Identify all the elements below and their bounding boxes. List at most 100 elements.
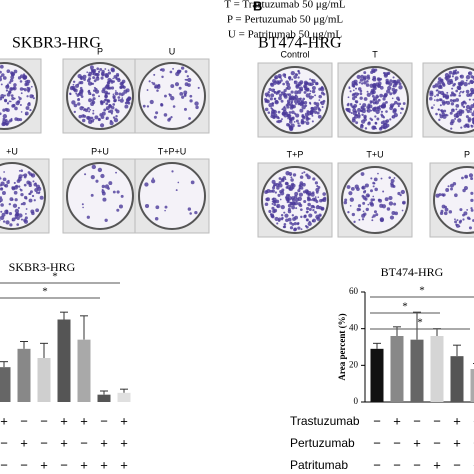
colony xyxy=(181,95,185,99)
colony xyxy=(189,99,193,103)
colony xyxy=(280,79,283,82)
colony xyxy=(75,83,79,88)
colony xyxy=(280,77,282,80)
colony xyxy=(460,109,465,114)
colony xyxy=(95,179,99,183)
colony xyxy=(370,202,375,207)
colony xyxy=(108,181,113,186)
colony xyxy=(278,181,282,185)
colony xyxy=(369,117,372,120)
colony xyxy=(297,70,300,73)
treatment-sign: + xyxy=(120,413,128,428)
colony xyxy=(287,117,289,120)
colony xyxy=(28,172,32,176)
colony xyxy=(315,82,319,86)
colony xyxy=(280,91,283,94)
colony xyxy=(14,208,20,214)
colony xyxy=(104,98,107,101)
colony xyxy=(265,197,269,202)
colony xyxy=(372,83,377,88)
colony xyxy=(359,78,364,82)
colony xyxy=(310,106,315,111)
colony xyxy=(358,208,362,211)
colony xyxy=(397,98,401,102)
colony xyxy=(91,93,95,97)
colony xyxy=(370,177,373,180)
colony xyxy=(348,87,351,90)
colony xyxy=(288,186,294,191)
colony xyxy=(441,193,444,197)
colony xyxy=(451,87,454,90)
colony xyxy=(290,70,295,76)
colony xyxy=(346,103,350,107)
colony xyxy=(270,112,275,116)
colony xyxy=(11,186,16,191)
colony xyxy=(364,127,368,130)
colony xyxy=(184,70,188,73)
colony xyxy=(385,110,388,113)
bar xyxy=(57,319,71,402)
colony xyxy=(285,186,289,189)
colony xyxy=(429,92,434,97)
colony xyxy=(101,191,106,196)
colony xyxy=(83,108,87,111)
colony xyxy=(97,118,101,121)
colony xyxy=(281,190,284,193)
colony xyxy=(117,96,121,99)
treatment-sign: − xyxy=(373,413,381,428)
colony xyxy=(268,209,272,214)
colony xyxy=(110,86,115,90)
treatment-sign: + xyxy=(453,435,461,450)
colony xyxy=(447,74,451,78)
colony xyxy=(402,102,406,105)
colony xyxy=(355,114,358,117)
colony xyxy=(267,111,271,114)
colony xyxy=(320,86,324,90)
colony xyxy=(308,213,313,218)
colony xyxy=(442,95,446,99)
colony xyxy=(97,167,103,173)
treatment-sign: − xyxy=(0,435,8,450)
colony xyxy=(7,83,9,86)
colony xyxy=(23,218,27,223)
colony xyxy=(289,226,294,230)
colony xyxy=(452,71,457,75)
colony xyxy=(282,106,287,112)
treatment-sign: − xyxy=(40,413,48,428)
colony xyxy=(98,95,101,98)
well-label: P+U xyxy=(91,146,109,156)
colony xyxy=(29,94,34,99)
treatment-sign: − xyxy=(413,413,421,428)
colony xyxy=(25,106,30,110)
colony xyxy=(0,177,2,180)
colony xyxy=(363,97,368,101)
colony xyxy=(394,82,398,86)
colony xyxy=(458,92,461,94)
colony xyxy=(0,197,3,203)
colony xyxy=(267,91,271,94)
colony xyxy=(178,86,182,90)
colony xyxy=(292,104,296,109)
colony xyxy=(273,91,277,94)
colony xyxy=(463,124,467,128)
colony xyxy=(77,74,82,79)
colony xyxy=(382,95,386,98)
colony xyxy=(290,176,293,179)
colony xyxy=(362,201,366,205)
colony xyxy=(286,123,290,127)
colony xyxy=(297,89,302,94)
colony xyxy=(385,100,388,104)
colony xyxy=(101,73,105,77)
colony xyxy=(307,221,312,226)
colony xyxy=(71,100,76,105)
colony xyxy=(386,207,391,211)
colony xyxy=(268,95,271,98)
bar xyxy=(97,394,111,402)
colony xyxy=(112,77,114,80)
colony xyxy=(19,80,23,83)
treatment-sign: − xyxy=(373,457,381,472)
colony xyxy=(187,207,192,211)
colony xyxy=(146,89,149,91)
row-label: Patritumab xyxy=(290,458,348,472)
colony xyxy=(285,87,289,90)
